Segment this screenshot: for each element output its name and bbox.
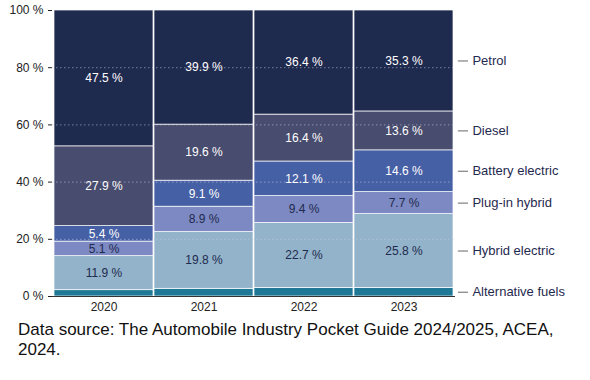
svg-text:80 %: 80 % bbox=[16, 61, 44, 75]
svg-text:8.9 %: 8.9 % bbox=[189, 212, 220, 226]
svg-text:14.6 %: 14.6 % bbox=[385, 164, 423, 178]
svg-text:9.1 %: 9.1 % bbox=[189, 187, 220, 201]
svg-text:0 %: 0 % bbox=[23, 289, 44, 303]
svg-text:2023: 2023 bbox=[391, 300, 418, 314]
svg-text:Plug-in hybrid: Plug-in hybrid bbox=[472, 195, 552, 210]
svg-text:36.4 %: 36.4 % bbox=[285, 55, 323, 69]
html-text:Data source: The Automobile In: Data source: The Automobile Industry Poc… bbox=[18, 320, 554, 359]
svg-text:Hybrid electric: Hybrid electric bbox=[472, 243, 555, 258]
svg-text:47.5 %: 47.5 % bbox=[85, 71, 123, 85]
svg-text:2021: 2021 bbox=[191, 300, 218, 314]
svg-text:19.8 %: 19.8 % bbox=[185, 253, 223, 267]
svg-text:25.8 %: 25.8 % bbox=[385, 244, 423, 258]
svg-text:60 %: 60 % bbox=[16, 118, 44, 132]
svg-text:2022: 2022 bbox=[291, 300, 318, 314]
svg-text:12.1 %: 12.1 % bbox=[285, 172, 323, 186]
svg-text:Petrol: Petrol bbox=[472, 53, 506, 68]
svg-text:5.1 %: 5.1 % bbox=[89, 242, 120, 256]
svg-text:2020: 2020 bbox=[91, 300, 118, 314]
svg-text:7.7 %: 7.7 % bbox=[389, 196, 420, 210]
svg-text:22.7 %: 22.7 % bbox=[285, 248, 323, 262]
svg-text:100 %: 100 % bbox=[9, 3, 43, 17]
svg-text:20 %: 20 % bbox=[16, 232, 44, 246]
svg-text:35.3 %: 35.3 % bbox=[385, 54, 423, 68]
svg-text:Battery electric: Battery electric bbox=[472, 163, 558, 178]
svg-text:40 %: 40 % bbox=[16, 175, 44, 189]
svg-text:39.9 %: 39.9 % bbox=[185, 60, 223, 74]
svg-text:16.4 %: 16.4 % bbox=[285, 131, 323, 145]
svg-text:Alternative fuels: Alternative fuels bbox=[472, 284, 565, 299]
svg-text:Diesel: Diesel bbox=[472, 123, 508, 138]
svg-text:13.6 %: 13.6 % bbox=[385, 124, 423, 138]
svg-text:5.4 %: 5.4 % bbox=[89, 227, 120, 241]
svg-text:9.4 %: 9.4 % bbox=[289, 202, 320, 216]
svg-text:11.9 %: 11.9 % bbox=[86, 266, 123, 280]
svg-text:19.6 %: 19.6 % bbox=[185, 145, 223, 159]
svg-text:27.9 %: 27.9 % bbox=[85, 179, 123, 193]
